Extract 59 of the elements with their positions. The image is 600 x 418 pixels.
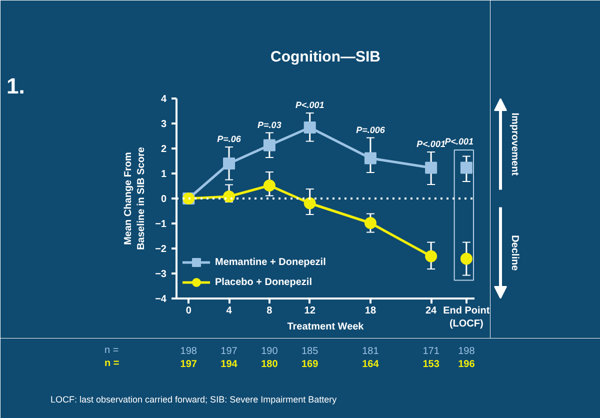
point: [460, 162, 472, 174]
y-tick-label: −4: [155, 294, 167, 305]
text: 198: [180, 346, 198, 357]
text: 194: [220, 359, 238, 370]
text: LOCF: last observation carried forward; SIB: Severe Impairment Battery: [50, 394, 338, 404]
x-tick-label: 4: [226, 306, 232, 316]
annotation: P<.001: [295, 100, 324, 110]
text: 196: [458, 359, 476, 370]
text: n =: [104, 345, 119, 356]
y-axis-title: Mean Change From Baseline in SIB Score: [122, 146, 148, 250]
y-tick-label: −2: [155, 244, 167, 255]
text: 169: [302, 359, 319, 370]
text: 180: [261, 359, 278, 370]
point: [304, 197, 316, 210]
text: 197: [220, 346, 238, 357]
text: 185: [302, 346, 319, 357]
x-tick-label: End Point (LOCF): [443, 306, 490, 330]
x-tick-label: 8: [266, 306, 273, 316]
chart-title: Cognition—SIB: [270, 48, 381, 66]
y-tick-label: 1: [160, 169, 167, 180]
text: 190: [261, 346, 278, 357]
point: [364, 217, 376, 229]
annotation: P=.03: [258, 120, 282, 130]
text: 171: [422, 346, 440, 357]
annotation: P=.06: [217, 134, 242, 144]
x-tick-label: 0: [186, 306, 192, 316]
text: 164: [362, 359, 380, 370]
point: [425, 250, 438, 262]
point: [263, 180, 276, 192]
point: [425, 162, 438, 174]
text: 198: [458, 346, 476, 357]
text: 153: [422, 359, 440, 370]
y-tick-label: 2: [160, 144, 167, 155]
y-tick-label: 4: [160, 94, 167, 105]
x-tick-label: 24: [426, 306, 438, 316]
x-tick-label: 12: [304, 306, 316, 316]
annotation: P=.006: [356, 124, 386, 135]
annotation: P<.001: [416, 139, 446, 149]
x-tick-label: 18: [364, 306, 376, 316]
y-tick-label: 3: [160, 119, 167, 130]
legend-label: Placebo + Donepezil: [215, 276, 312, 288]
text: Decline: [509, 235, 520, 272]
point: [223, 158, 236, 170]
text: n =: [104, 358, 120, 369]
x-axis-title: Treatment Week: [287, 322, 364, 333]
point: [460, 252, 472, 265]
point: [263, 139, 276, 152]
text: 181: [362, 346, 380, 357]
point: [364, 152, 376, 164]
annotation: P<.001: [444, 136, 474, 146]
text: 197: [180, 359, 198, 370]
y-tick-label: 0: [160, 194, 167, 205]
y-tick-label: −1: [155, 219, 167, 230]
point: [223, 190, 236, 202]
text: 1.: [6, 74, 25, 98]
text: Improvement: [509, 112, 520, 176]
point: [304, 122, 316, 134]
legend-label: Memantine + Donepezil: [215, 256, 326, 268]
y-tick-label: −3: [155, 269, 167, 280]
